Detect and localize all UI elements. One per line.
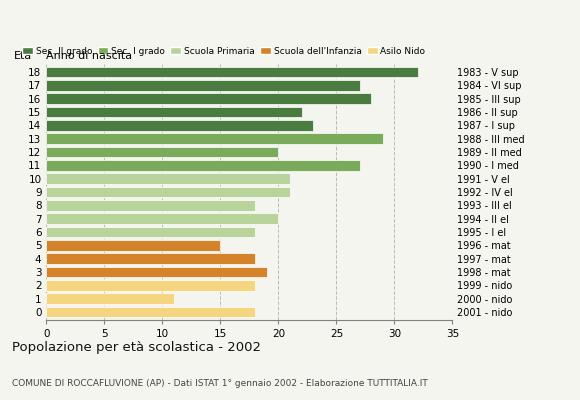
Bar — [46, 280, 255, 291]
Bar — [46, 186, 290, 198]
Bar — [46, 80, 360, 91]
Bar — [46, 133, 383, 144]
Bar — [46, 106, 302, 118]
Legend: Sec. II grado, Sec. I grado, Scuola Primaria, Scuola dell'Infanzia, Asilo Nido: Sec. II grado, Sec. I grado, Scuola Prim… — [19, 43, 429, 59]
Text: Età: Età — [14, 52, 32, 62]
Bar — [46, 93, 371, 104]
Bar — [46, 213, 278, 224]
Bar — [46, 200, 255, 211]
Bar — [46, 120, 313, 131]
Text: COMUNE DI ROCCAFLUVIONE (AP) - Dati ISTAT 1° gennaio 2002 - Elaborazione TUTTITA: COMUNE DI ROCCAFLUVIONE (AP) - Dati ISTA… — [12, 379, 427, 388]
Bar — [46, 146, 278, 158]
Bar — [46, 293, 174, 304]
Bar — [46, 160, 360, 171]
Bar — [46, 253, 255, 264]
Text: Anno di nascita: Anno di nascita — [46, 52, 132, 62]
Bar — [46, 266, 267, 278]
Bar — [46, 226, 255, 238]
Bar — [46, 66, 418, 78]
Text: Popolazione per età scolastica - 2002: Popolazione per età scolastica - 2002 — [12, 341, 260, 354]
Bar — [46, 306, 255, 318]
Bar — [46, 173, 290, 184]
Bar — [46, 240, 220, 251]
